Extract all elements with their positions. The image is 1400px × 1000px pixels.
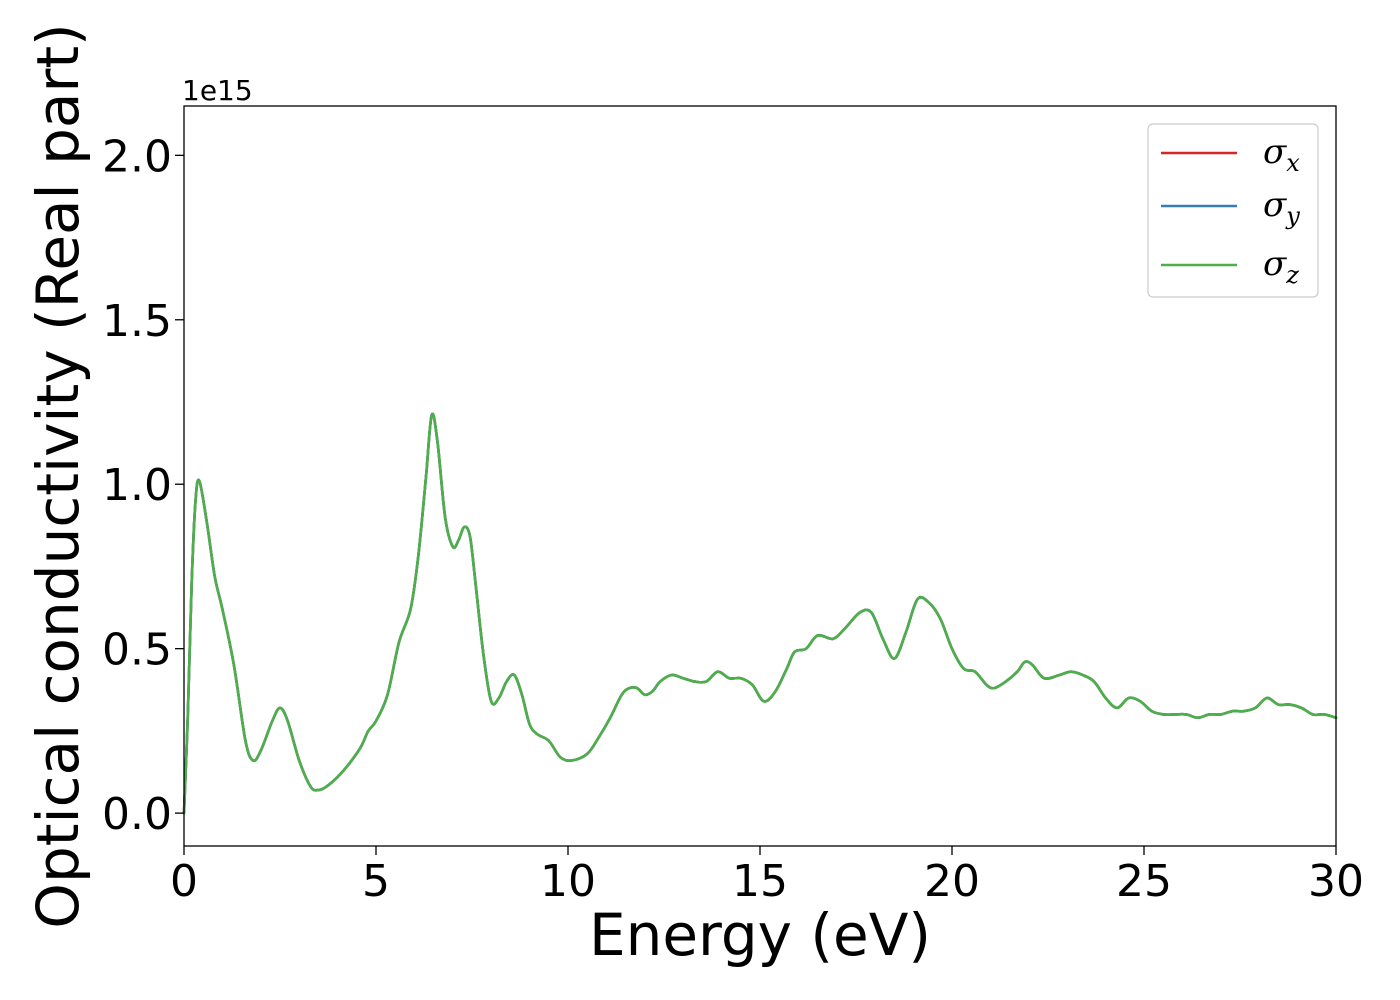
x-tick-label: 20 xyxy=(924,856,980,907)
x-tick-label: 30 xyxy=(1308,856,1364,907)
legend-label-z: σz xyxy=(1263,244,1299,289)
y-axis-label: Optical conductivity (Real part) xyxy=(24,23,92,928)
plot-lines xyxy=(182,412,1338,815)
y-tick-label: 2.0 xyxy=(102,131,172,182)
x-tick-label: 10 xyxy=(540,856,596,907)
x-tick-label: 5 xyxy=(362,856,390,907)
legend-label-x: σx xyxy=(1263,132,1300,177)
x-tick-label: 0 xyxy=(170,856,198,907)
x-axis-label: Energy (eV) xyxy=(589,901,931,969)
y-tick-label: 0.0 xyxy=(102,789,172,840)
x-tick-label: 15 xyxy=(732,856,788,907)
y-tick-label: 0.5 xyxy=(102,625,172,676)
y-tick-label: 1.5 xyxy=(102,296,172,347)
y-tick-label: 1.0 xyxy=(102,460,172,511)
legend: σx σy σz xyxy=(1147,123,1319,298)
y-axis-ticks: 0.0 0.5 1.0 1.5 2.0 xyxy=(102,131,184,840)
x-axis-ticks: 0 5 10 15 20 25 30 xyxy=(170,846,1364,907)
y-offset-label: 1e15 xyxy=(182,74,253,107)
legend-box xyxy=(1147,123,1319,298)
x-tick-label: 25 xyxy=(1116,856,1172,907)
legend-label-y: σy xyxy=(1263,185,1300,230)
legend-items: σx σy σz xyxy=(1161,132,1300,289)
series-line-z xyxy=(182,412,1338,815)
